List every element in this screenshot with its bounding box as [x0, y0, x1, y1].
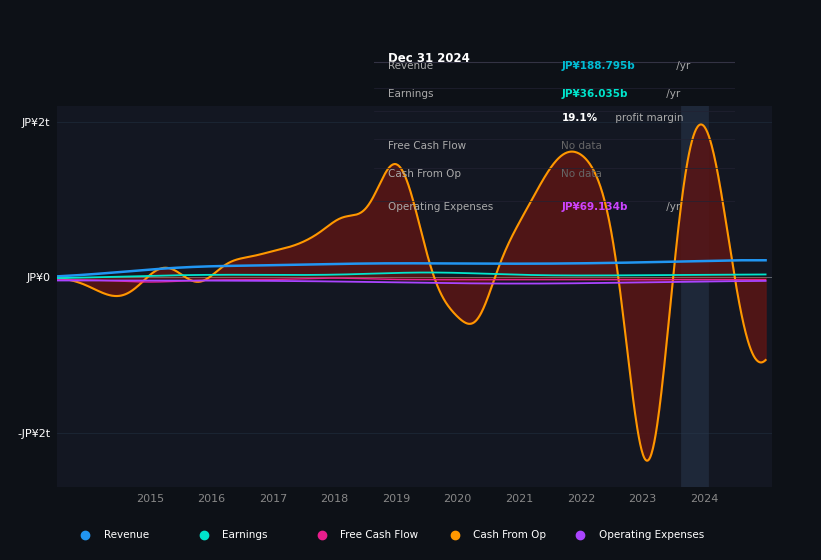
Text: JP¥69.134b: JP¥69.134b	[562, 202, 628, 212]
Text: Free Cash Flow: Free Cash Flow	[341, 530, 419, 540]
Text: /yr: /yr	[663, 202, 680, 212]
Text: Earnings: Earnings	[388, 90, 433, 100]
Text: No data: No data	[562, 170, 603, 179]
Text: JP¥188.795b: JP¥188.795b	[562, 61, 635, 71]
Text: Cash From Op: Cash From Op	[388, 170, 461, 179]
Text: Earnings: Earnings	[222, 530, 268, 540]
Text: /yr: /yr	[663, 90, 680, 100]
Text: Operating Expenses: Operating Expenses	[599, 530, 704, 540]
Text: Revenue: Revenue	[388, 61, 433, 71]
Text: 19.1%: 19.1%	[562, 113, 598, 123]
Text: No data: No data	[562, 141, 603, 151]
Text: Cash From Op: Cash From Op	[474, 530, 546, 540]
Text: Revenue: Revenue	[103, 530, 149, 540]
Text: Free Cash Flow: Free Cash Flow	[388, 141, 466, 151]
Text: JP¥36.035b: JP¥36.035b	[562, 90, 628, 100]
Text: /yr: /yr	[672, 61, 690, 71]
Text: Operating Expenses: Operating Expenses	[388, 202, 493, 212]
Text: profit margin: profit margin	[612, 113, 683, 123]
Text: Dec 31 2024: Dec 31 2024	[388, 53, 470, 66]
